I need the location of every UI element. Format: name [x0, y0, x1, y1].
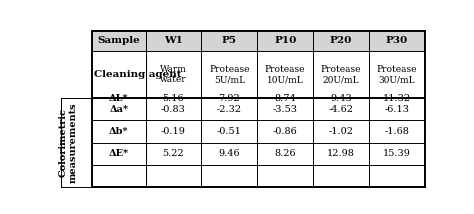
Text: Protease
20U/mL: Protease 20U/mL — [321, 65, 361, 84]
Text: Protease
30U/mL: Protease 30U/mL — [377, 65, 417, 84]
Text: -2.32: -2.32 — [217, 105, 242, 114]
Text: -6.13: -6.13 — [384, 105, 410, 114]
Text: ΔL*: ΔL* — [109, 94, 129, 103]
Text: 9.43: 9.43 — [330, 94, 352, 103]
Text: 9.46: 9.46 — [219, 149, 240, 158]
Text: -0.51: -0.51 — [217, 127, 242, 136]
Text: -0.83: -0.83 — [161, 105, 186, 114]
Text: 8.74: 8.74 — [274, 94, 296, 103]
Bar — [92, 31, 425, 51]
Text: 15.39: 15.39 — [383, 149, 411, 158]
Text: W1: W1 — [164, 36, 183, 45]
Text: Δb*: Δb* — [109, 127, 129, 136]
Text: -3.53: -3.53 — [273, 105, 298, 114]
Bar — [92, 98, 425, 187]
Text: -1.68: -1.68 — [384, 127, 409, 136]
Text: P20: P20 — [330, 36, 352, 45]
Text: Δa*: Δa* — [109, 105, 128, 114]
Text: 8.26: 8.26 — [274, 149, 296, 158]
Text: P30: P30 — [386, 36, 408, 45]
Text: 5.16: 5.16 — [163, 94, 184, 103]
Bar — [92, 51, 425, 98]
Text: Sample: Sample — [98, 36, 140, 45]
Text: Warm
water: Warm water — [160, 65, 187, 84]
Text: P10: P10 — [274, 36, 296, 45]
Text: -0.86: -0.86 — [273, 127, 298, 136]
Text: Protease
10U/mL: Protease 10U/mL — [265, 65, 305, 84]
Text: 11.32: 11.32 — [383, 94, 411, 103]
Text: P5: P5 — [222, 36, 237, 45]
Text: 5.22: 5.22 — [163, 149, 184, 158]
Text: -1.02: -1.02 — [328, 127, 354, 136]
Text: Protease
5U/mL: Protease 5U/mL — [209, 65, 250, 84]
Text: ΔE*: ΔE* — [109, 149, 129, 158]
Text: Colorimetric
measurements: Colorimetric measurements — [59, 102, 78, 183]
Text: -0.19: -0.19 — [161, 127, 186, 136]
Text: 12.98: 12.98 — [327, 149, 355, 158]
Text: Cleaning agent: Cleaning agent — [94, 70, 182, 79]
Text: 7.92: 7.92 — [219, 94, 240, 103]
Text: -4.62: -4.62 — [328, 105, 354, 114]
